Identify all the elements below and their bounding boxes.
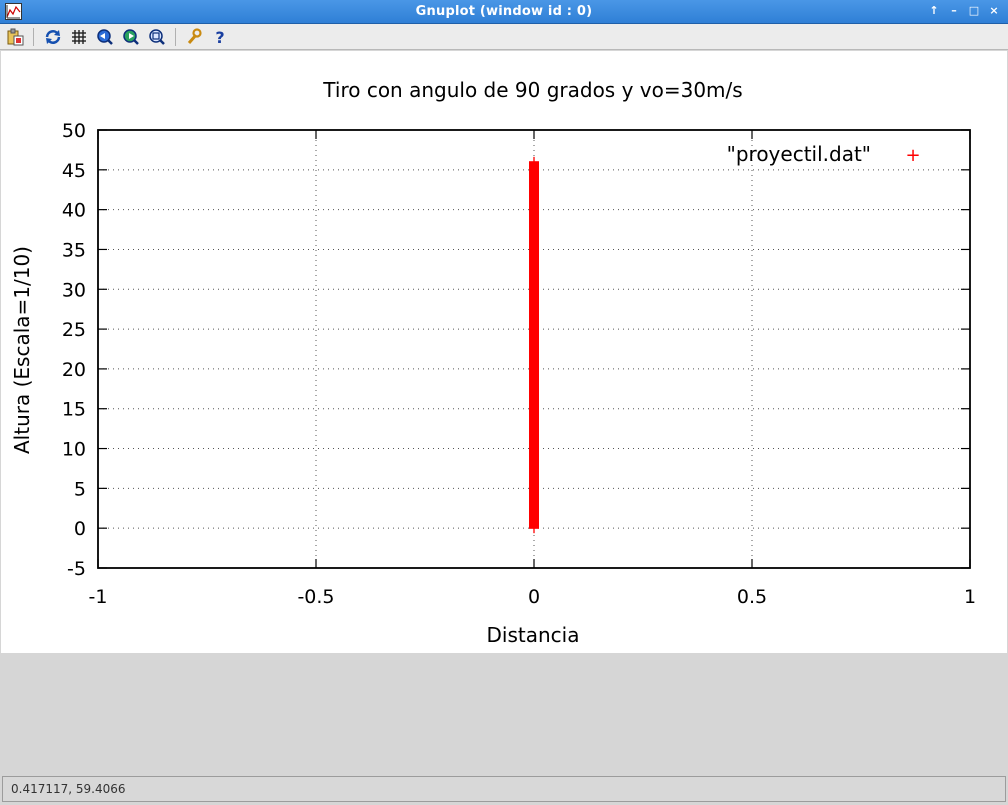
y-tick-label: 5	[74, 478, 86, 500]
window-title: Gnuplot (window id : 0)	[415, 4, 593, 19]
x-tick-label: -0.5	[297, 586, 334, 608]
toolbar-separator	[33, 28, 34, 46]
y-tick-label: 15	[62, 399, 86, 421]
x-tick-label: 1	[964, 586, 976, 608]
keep-above-button[interactable]: ↑	[929, 4, 939, 17]
y-tick-label: 25	[62, 319, 86, 341]
y-tick-label: 20	[62, 359, 86, 381]
replot-icon[interactable]	[42, 27, 64, 47]
chart-title: Tiro con angulo de 90 grados y vo=30m/s	[322, 78, 742, 102]
y-tick-label: 30	[62, 279, 86, 301]
x-tick-label: -1	[89, 586, 108, 608]
y-tick-label: 10	[62, 439, 86, 461]
svg-text:?: ?	[215, 28, 224, 46]
x-axis-label: Distancia	[487, 623, 580, 647]
autoscale-icon[interactable]	[146, 27, 168, 47]
toolbar-separator	[175, 28, 176, 46]
x-tick-label: 0.5	[737, 586, 767, 608]
close-button[interactable]: ×	[989, 4, 999, 17]
y-tick-label: 35	[62, 239, 86, 261]
window-titlebar[interactable]: Gnuplot (window id : 0) ↑ – □ ×	[0, 0, 1008, 24]
minimize-button[interactable]: –	[951, 4, 957, 17]
maximize-button[interactable]: □	[968, 4, 980, 17]
zoom-next-icon[interactable]	[120, 27, 142, 47]
y-tick-label: 50	[62, 120, 86, 142]
plot-canvas[interactable]: Tiro con angulo de 90 grados y vo=30m/s …	[1, 51, 1007, 653]
cursor-coordinates: 0.417117, 59.4066	[11, 782, 126, 796]
y-axis-label: Altura (Escala=1/10)	[10, 246, 34, 454]
options-wrench-icon[interactable]	[183, 27, 205, 47]
toolbar: ?	[0, 24, 1008, 50]
help-icon[interactable]: ?	[209, 27, 231, 47]
y-tick-label: -5	[67, 558, 86, 580]
y-tick-label: 40	[62, 200, 86, 222]
x-tick-label: 0	[528, 586, 540, 608]
zoom-previous-icon[interactable]	[94, 27, 116, 47]
legend-marker: +	[905, 145, 920, 166]
status-bar: 0.417117, 59.4066	[2, 776, 1006, 802]
grid-icon[interactable]	[68, 27, 90, 47]
y-tick-label: 0	[74, 518, 86, 540]
copy-clipboard-icon[interactable]	[4, 27, 26, 47]
chart-svg[interactable]: Tiro con angulo de 90 grados y vo=30m/s …	[1, 51, 1007, 653]
y-tick-label: 45	[62, 160, 86, 182]
legend-entry-label: "proyectil.dat"	[727, 142, 871, 166]
plot-frame	[97, 129, 971, 569]
data-point-band	[529, 161, 539, 529]
gnuplot-app-icon[interactable]	[5, 3, 22, 20]
